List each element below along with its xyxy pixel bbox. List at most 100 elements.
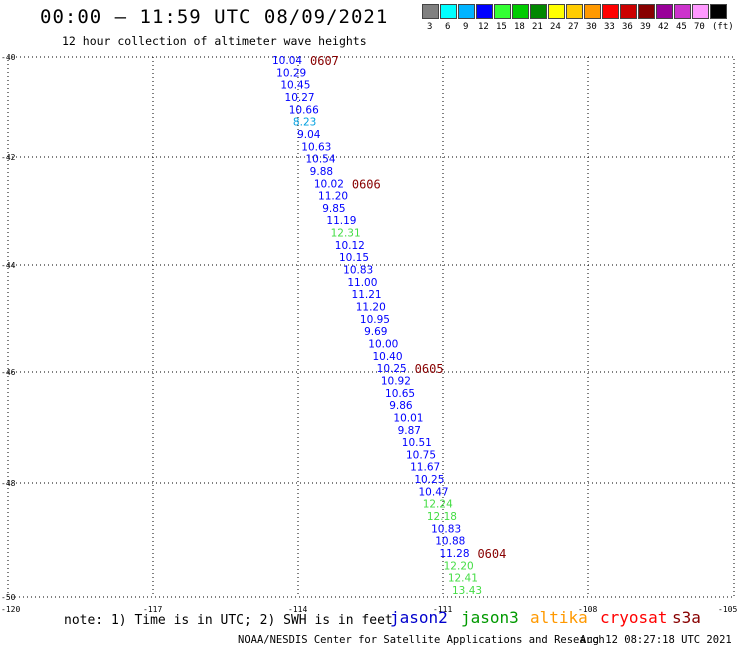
- latitude-label: -44: [1, 261, 16, 270]
- wave-height-value: 11.28: [439, 548, 469, 560]
- legend-label: 39: [640, 22, 651, 32]
- legend-label: 12: [478, 22, 489, 32]
- legend-label: 27: [568, 22, 579, 32]
- legend-swatch: [584, 4, 601, 19]
- latitude-label: -46: [1, 368, 16, 377]
- pass-time-label: 0605: [415, 362, 444, 376]
- legend-label: 36: [622, 22, 633, 32]
- longitude-label: -114: [288, 605, 307, 614]
- wave-height-value: 10.12: [335, 240, 365, 252]
- latitude-label: -50: [1, 593, 16, 602]
- wave-height-value: 10.04: [272, 55, 302, 67]
- legend-label: 3: [427, 22, 433, 32]
- legend-swatch: [422, 4, 439, 19]
- wave-height-value: 10.66: [289, 104, 319, 116]
- wave-height-value: 10.75: [406, 449, 436, 461]
- legend-swatch: [440, 4, 457, 19]
- wave-height-value: 10.45: [280, 80, 310, 92]
- legend-label: 18: [514, 22, 525, 32]
- page-subtitle: 12 hour collection of altimeter wave hei…: [62, 34, 367, 48]
- wave-height-value: 9.87: [398, 425, 421, 437]
- legend-label: 9: [463, 22, 469, 32]
- latitude-label: -40: [1, 53, 16, 62]
- wave-height-value: 10.25: [377, 363, 407, 375]
- legend-label: 6: [445, 22, 451, 32]
- wave-height-value: 11.20: [356, 302, 386, 314]
- generated-timestamp: Aug 12 08:27:18 UTC 2021: [580, 634, 732, 646]
- legend-swatch: [602, 4, 619, 19]
- wave-height-value: 10.65: [385, 388, 415, 400]
- wave-height-value: 10.01: [393, 412, 423, 424]
- wave-height-value: 9.86: [389, 400, 413, 412]
- legend-swatch: [458, 4, 475, 19]
- wave-height-value: 10.27: [285, 92, 315, 104]
- wave-height-value: 11.19: [326, 215, 356, 227]
- satellite-name: altika: [530, 608, 588, 627]
- wave-height-value: 10.92: [381, 375, 411, 387]
- longitude-label: -111: [433, 605, 452, 614]
- footer-note: note: 1) Time is in UTC; 2) SWH is in fe…: [64, 613, 393, 628]
- wave-height-value: 9.85: [322, 203, 345, 215]
- wave-height-value: 11.20: [318, 191, 348, 203]
- wave-height-value: 13.43: [452, 585, 482, 597]
- legend-swatch: [620, 4, 637, 19]
- wave-height-value: 11.00: [347, 277, 377, 289]
- pass-time-label: 0604: [477, 547, 506, 561]
- legend-swatch: [512, 4, 529, 19]
- legend-label: 45: [676, 22, 687, 32]
- map-frame: [7, 56, 735, 598]
- wave-height-value: 10.29: [276, 67, 306, 79]
- wave-height-value: 12.18: [427, 511, 457, 523]
- legend-swatch: [656, 4, 673, 19]
- satellite-name: s3a: [672, 608, 701, 627]
- legend-swatch: [710, 4, 727, 19]
- satellite-name: jason2: [390, 608, 448, 627]
- satellite-name: jason3: [461, 608, 519, 627]
- longitude-label: -108: [578, 605, 597, 614]
- legend-label: 33: [604, 22, 615, 32]
- legend-swatch: [692, 4, 709, 19]
- pass-time-label: 0606: [352, 177, 381, 191]
- wave-height-value: 10.83: [343, 265, 373, 277]
- wave-height-value: 12.24: [423, 499, 453, 511]
- legend-label: 30: [586, 22, 597, 32]
- wave-height-value: 10.51: [402, 437, 432, 449]
- legend-swatch: [548, 4, 565, 19]
- legend-swatch: [566, 4, 583, 19]
- wave-height-value: 10.63: [301, 141, 331, 153]
- wave-height-value: 12.31: [331, 228, 361, 240]
- legend-label: 42: [658, 22, 669, 32]
- wave-height-value: 12.20: [444, 560, 474, 572]
- wave-height-value: 9.69: [364, 326, 387, 338]
- wave-height-value: 10.54: [305, 154, 335, 166]
- latitude-label: -42: [1, 153, 16, 162]
- wave-height-value: 9.88: [310, 166, 333, 178]
- wave-height-value: 10.15: [339, 252, 369, 264]
- credit-text: NOAA/NESDIS Center for Satellite Applica…: [238, 634, 605, 646]
- wave-height-value: 10.47: [419, 486, 449, 498]
- legend-swatch: [476, 4, 493, 19]
- satellite-name: cryosat: [600, 608, 668, 627]
- longitude-label: -117: [143, 605, 162, 614]
- wave-height-value: 10.25: [414, 474, 444, 486]
- longitude-label: -105: [718, 605, 737, 614]
- longitude-label: -120: [1, 605, 20, 614]
- wave-height-value: 12.41: [448, 573, 478, 585]
- wave-height-value: 11.21: [352, 289, 382, 301]
- wave-height-value: 10.88: [435, 536, 465, 548]
- wave-height-value: 10.02: [314, 178, 344, 190]
- wave-height-value: 10.95: [360, 314, 390, 326]
- pass-time-label: 0607: [310, 54, 339, 68]
- legend-label: 21: [532, 22, 543, 32]
- page-title: 00:00 — 11:59 UTC 08/09/2021: [40, 6, 389, 28]
- legend-swatch: [638, 4, 655, 19]
- legend-unit: (ft): [712, 22, 734, 32]
- wave-height-value: 8.23: [293, 117, 316, 129]
- wave-height-value: 9.04: [297, 129, 321, 141]
- legend-swatch: [530, 4, 547, 19]
- legend-swatch: [674, 4, 691, 19]
- wave-height-value: 10.83: [431, 523, 461, 535]
- legend-label: 15: [496, 22, 507, 32]
- wave-height-value: 11.67: [410, 462, 440, 474]
